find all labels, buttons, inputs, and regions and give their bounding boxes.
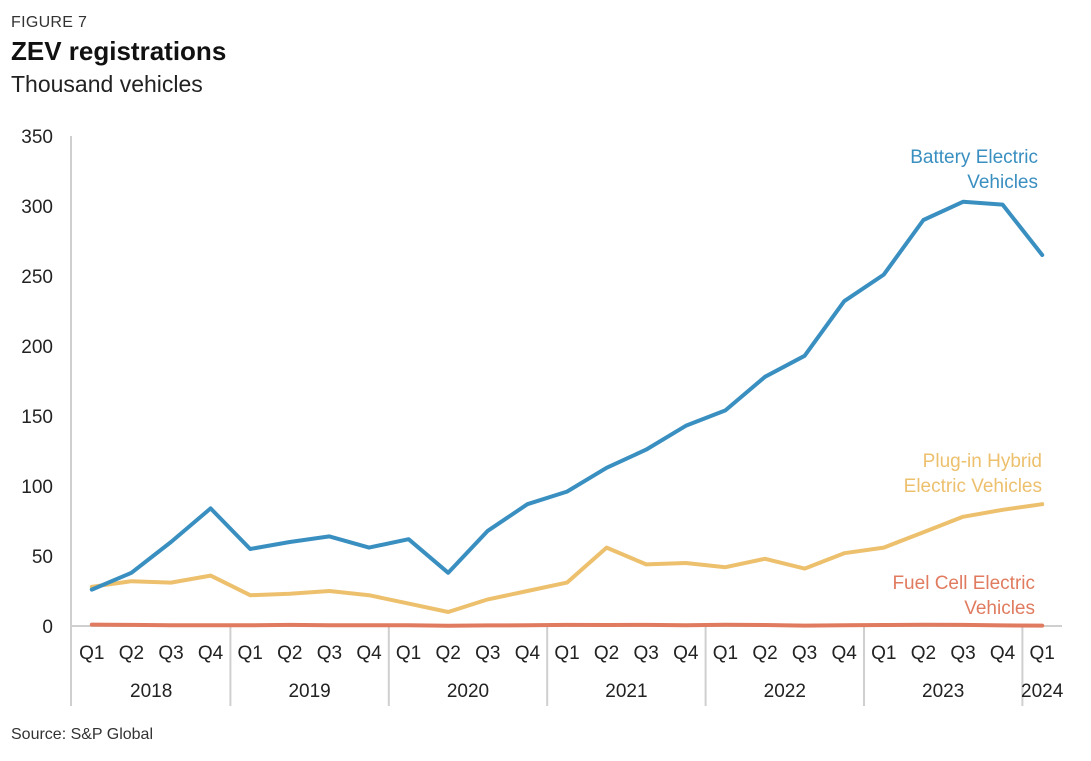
year-label: 2020 [447, 681, 489, 702]
x-tick-label: Q1 [871, 643, 896, 664]
x-tick-label: Q1 [713, 643, 738, 664]
x-tick-label: Q2 [277, 643, 302, 664]
y-tick-label: 350 [21, 127, 53, 148]
y-tick-label: 0 [42, 617, 53, 638]
x-tick-label: Q1 [554, 643, 579, 664]
x-tick-label: Q2 [911, 643, 936, 664]
x-axis: Q1 Q2 Q3 Q4 Q1 Q2 Q3 Q4 Q1 Q2 Q3 Q4 Q1 Q2 Q3 Q4 Q1 Q2 Q3 Q4… [70, 625, 1064, 706]
series-label-line: Vehicles [967, 172, 1038, 193]
x-tick-label: Q4 [198, 643, 224, 664]
series-label-line: Plug-in Hybrid [923, 451, 1042, 472]
y-tick-label: 150 [21, 407, 53, 428]
series-labels: Battery Electric Vehicles Plug-in Hybrid El… [892, 147, 1042, 619]
x-tick-label: Q4 [356, 643, 382, 664]
x-tick-label: Q2 [436, 643, 461, 664]
y-tick-label: 50 [32, 547, 53, 568]
year-label: 2022 [764, 681, 806, 702]
chart-subtitle: Thousand vehicles [11, 71, 203, 97]
x-tick-label: Q4 [990, 643, 1016, 664]
series-line-fuel-cell [89, 622, 1045, 628]
chart-title: ZEV registrations [11, 36, 227, 66]
figure-label: FIGURE 7 [11, 14, 88, 31]
series-label-line: Battery Electric [910, 147, 1038, 168]
year-label: 2018 [130, 681, 172, 702]
x-tick-label: Q2 [119, 643, 144, 664]
x-tick-label: Q4 [515, 643, 541, 664]
x-tick-label: Q4 [673, 643, 699, 664]
x-tick-label: Q3 [792, 643, 817, 664]
year-label: 2021 [605, 681, 647, 702]
x-tick-label: Q3 [950, 643, 975, 664]
year-label: 2023 [922, 681, 964, 702]
x-tick-label: Q3 [634, 643, 659, 664]
series-label: Fuel Cell Electric Vehicles [892, 573, 1035, 619]
x-tick-label: Q2 [752, 643, 777, 664]
x-tick-label: Q1 [238, 643, 263, 664]
y-axis: 0 50 100 150 200 250 300 350 [21, 127, 72, 638]
series-line-battery-electric [89, 199, 1045, 592]
source-note: Source: S&P Global [11, 726, 154, 743]
year-label: 2024 [1021, 681, 1064, 702]
x-tick-label: Q2 [594, 643, 619, 664]
y-tick-label: 300 [21, 197, 53, 218]
x-tick-label: Q3 [317, 643, 342, 664]
year-label: 2019 [288, 681, 330, 702]
y-tick-label: 200 [21, 337, 53, 358]
x-tick-label: Q4 [832, 643, 858, 664]
x-tick-label: Q1 [79, 643, 104, 664]
series-label: Plug-in Hybrid Electric Vehicles [904, 451, 1042, 497]
series-line-plug-in-hybrid [89, 502, 1045, 614]
series-layer [89, 199, 1045, 628]
y-tick-label: 100 [21, 477, 53, 498]
y-tick-label: 250 [21, 267, 53, 288]
x-tick-label: Q1 [396, 643, 421, 664]
series-label-line: Electric Vehicles [904, 476, 1042, 497]
series-label-line: Fuel Cell Electric [892, 573, 1035, 594]
series-label: Battery Electric Vehicles [910, 147, 1038, 193]
x-tick-label: Q3 [475, 643, 500, 664]
x-tick-label: Q1 [1030, 643, 1055, 664]
series-label-line: Vehicles [964, 598, 1035, 619]
x-tick-label: Q3 [158, 643, 183, 664]
